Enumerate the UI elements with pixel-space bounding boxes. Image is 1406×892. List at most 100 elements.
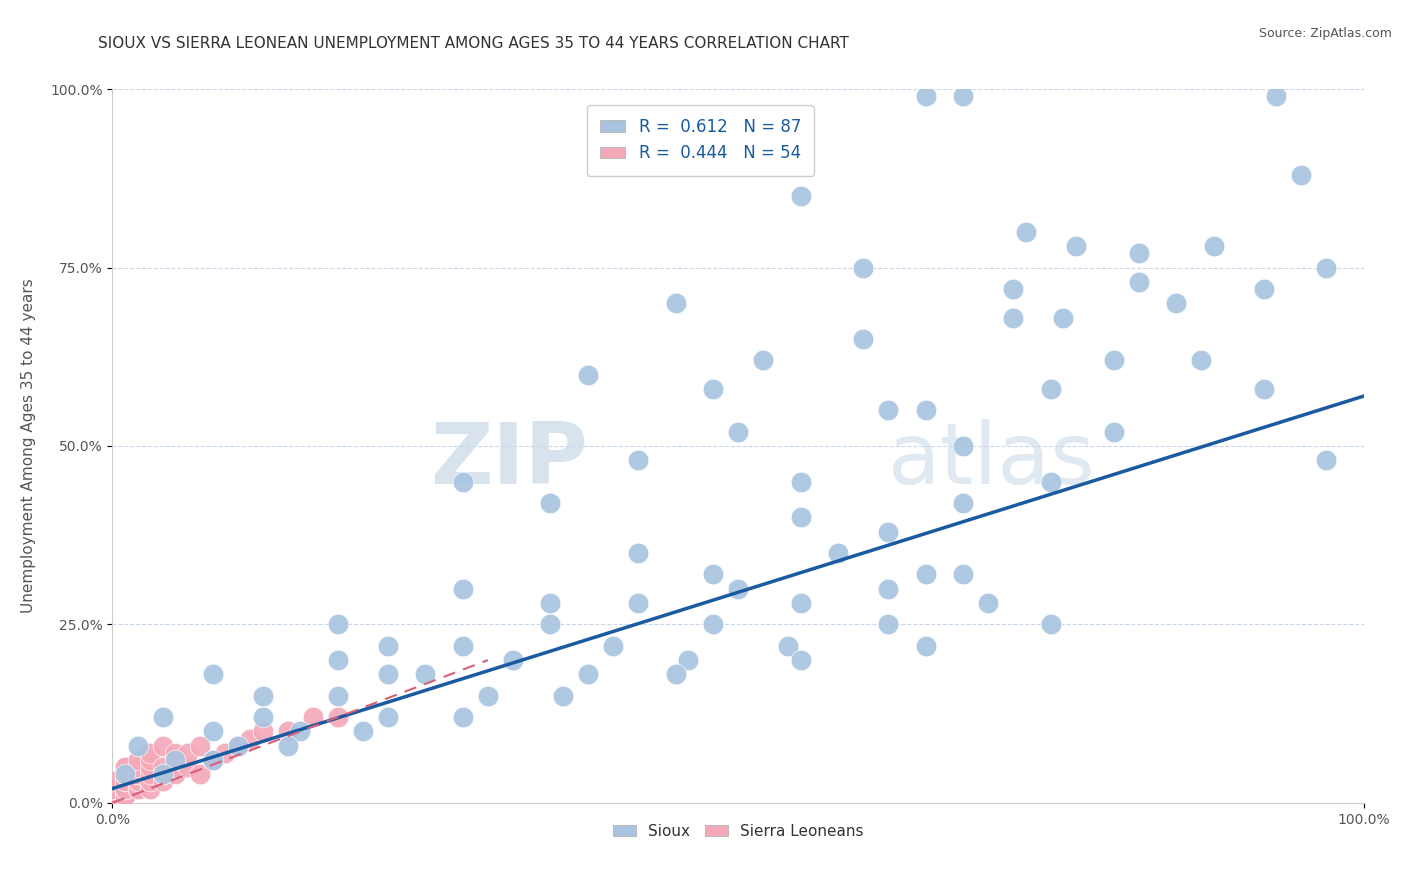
Point [352,724,374,739]
Point [1265,89,1288,103]
Point [952,567,974,582]
Point [1039,617,1063,632]
Point [163,767,186,781]
Point [602,639,624,653]
Point [790,510,813,524]
Point [727,582,749,596]
Point [127,781,149,796]
Point [326,617,349,632]
Point [114,760,136,774]
Point [538,496,561,510]
Point [114,760,136,774]
Point [139,746,162,760]
Point [790,596,813,610]
Point [139,760,162,774]
Point [114,789,136,803]
Point [576,368,599,382]
Point [1315,453,1337,467]
Point [852,260,875,275]
Point [576,667,599,681]
Point [127,774,149,789]
Point [538,617,561,632]
Point [1189,353,1212,368]
Point [627,546,650,560]
Point [201,753,224,767]
Point [101,796,124,810]
Point [1128,275,1150,289]
Point [952,439,974,453]
Point [377,639,399,653]
Point [1002,282,1025,296]
Point [152,767,174,781]
Point [915,567,938,582]
Point [114,774,136,789]
Point [377,710,399,724]
Point [727,425,749,439]
Point [451,475,474,489]
Point [915,639,938,653]
Point [702,382,724,396]
Point [101,796,124,810]
Point [152,739,174,753]
Point [127,767,149,781]
Point [127,753,149,767]
Point [326,710,349,724]
Point [326,653,349,667]
Point [702,617,724,632]
Text: ZIP: ZIP [430,418,588,502]
Point [1015,225,1038,239]
Point [101,789,124,803]
Point [915,403,938,417]
Point [139,767,162,781]
Point [676,653,699,667]
Point [163,746,186,760]
Point [790,653,813,667]
Point [252,689,274,703]
Point [326,689,349,703]
Point [877,617,900,632]
Point [538,596,561,610]
Point [114,767,136,781]
Point [301,710,323,724]
Point [852,332,875,346]
Point [413,667,436,681]
Point [1128,246,1150,260]
Point [127,767,149,781]
Text: SIOUX VS SIERRA LEONEAN UNEMPLOYMENT AMONG AGES 35 TO 44 YEARS CORRELATION CHART: SIOUX VS SIERRA LEONEAN UNEMPLOYMENT AMO… [98,36,849,51]
Point [277,739,299,753]
Point [1102,425,1125,439]
Point [551,689,574,703]
Point [101,796,124,810]
Point [1052,310,1074,325]
Point [252,724,274,739]
Point [152,767,174,781]
Point [127,781,149,796]
Point [1102,353,1125,368]
Point [101,781,124,796]
Point [952,89,974,103]
Legend: Sioux, Sierra Leoneans: Sioux, Sierra Leoneans [606,818,870,845]
Point [176,760,198,774]
Point [502,653,524,667]
Point [477,689,499,703]
Text: atlas: atlas [889,418,1097,502]
Point [127,760,149,774]
Point [790,189,813,203]
Point [451,639,474,653]
Point [188,739,211,753]
Point [1253,282,1275,296]
Point [1064,239,1087,253]
Point [1039,475,1063,489]
Point [114,767,136,781]
Point [451,710,474,724]
Point [977,596,1000,610]
Point [239,731,262,746]
Point [226,739,249,753]
Point [827,546,849,560]
Point [627,596,650,610]
Point [377,667,399,681]
Point [1253,382,1275,396]
Point [163,753,186,767]
Point [152,710,174,724]
Point [1315,260,1337,275]
